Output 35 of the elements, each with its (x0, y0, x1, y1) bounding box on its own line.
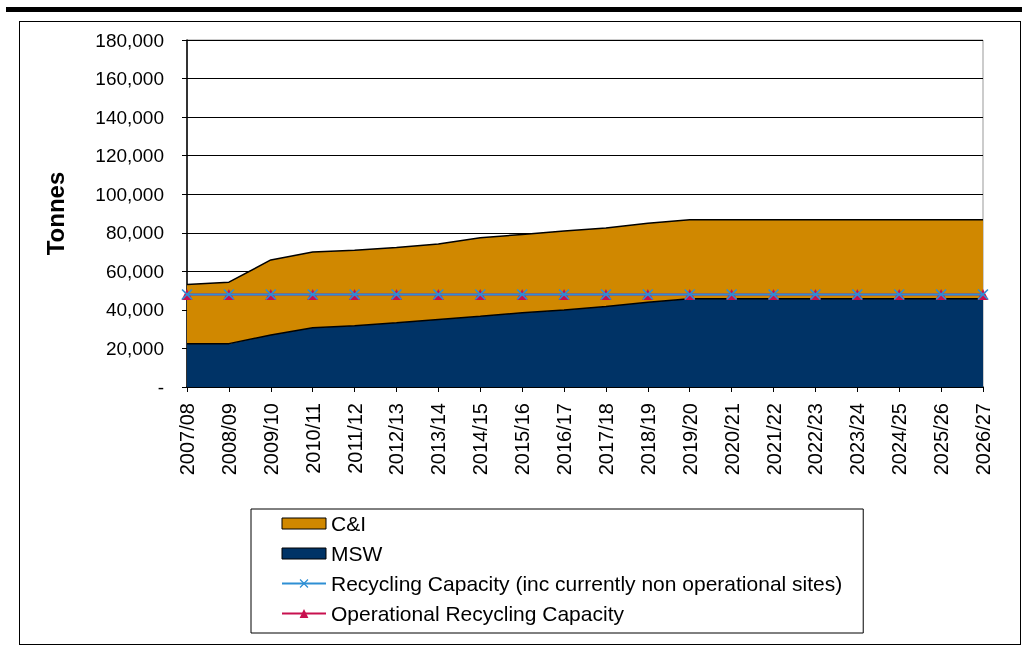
x-tick-label: 2018/19 (636, 403, 659, 476)
x-tick-label: 2017/18 (594, 403, 617, 476)
x-tick-label: 2022/23 (804, 403, 827, 476)
y-tick-label: 20,000 (105, 337, 164, 359)
x-tick-label: 2008/09 (217, 403, 240, 476)
x-tick-label: 2011/12 (343, 403, 366, 474)
y-tick-label: - (157, 376, 164, 398)
legend-label: MSW (331, 542, 383, 565)
x-tick-label: 2023/24 (846, 403, 869, 476)
x-tick-label: 2024/25 (888, 403, 911, 476)
y-tick-label: 80,000 (105, 222, 164, 244)
y-tick-label: 100,000 (95, 183, 164, 205)
x-tick-label: 2021/22 (762, 403, 785, 476)
x-tick-label: 2016/17 (553, 403, 576, 476)
y-tick-label: 160,000 (95, 68, 164, 90)
y-tick-label: 140,000 (95, 106, 164, 128)
legend-label: Recycling Capacity (inc currently non operational sites) (331, 572, 843, 595)
y-tick-label: 60,000 (105, 260, 164, 282)
x-tick-label: 2009/10 (259, 403, 282, 476)
y-tick-label: 120,000 (95, 145, 164, 167)
x-tick-label: 2012/13 (385, 403, 408, 476)
x-tick-label: 2025/26 (930, 403, 953, 476)
y-axis-title: Tonnes (41, 171, 69, 256)
x-tick-label: 2014/15 (469, 403, 492, 476)
x-tick-label: 2015/16 (511, 403, 534, 476)
x-tick-label: 2010/11 (301, 403, 324, 474)
legend-label: C&I (331, 512, 367, 535)
x-tick-label: 2007/08 (176, 403, 198, 476)
y-tick-label: 40,000 (105, 299, 164, 321)
x-tick-label: 2020/21 (720, 403, 743, 476)
x-tick-label: 2026/27 (972, 403, 994, 476)
x-tick-label: 2013/14 (427, 403, 450, 476)
x-tick-label: 2019/20 (678, 403, 701, 476)
y-tick-label: 180,000 (95, 29, 164, 51)
legend-label: Operational Recycling Capacity (331, 602, 625, 625)
